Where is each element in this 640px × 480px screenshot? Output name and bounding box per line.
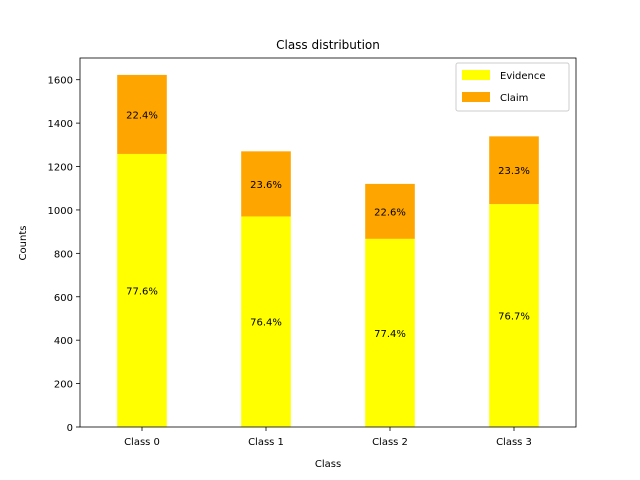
- bar-evidence-2: [365, 238, 415, 427]
- y-tick-label: 1000: [48, 206, 73, 217]
- bar-percent-label: 22.4%: [126, 110, 158, 121]
- bar-percent-label: 77.4%: [374, 329, 406, 340]
- x-tick-label: Class 2: [372, 437, 408, 448]
- y-tick-label: 400: [54, 336, 73, 347]
- bar-claim-0: [117, 74, 167, 154]
- bar-percent-label: 76.7%: [498, 312, 530, 323]
- y-tick-label: 200: [54, 380, 73, 391]
- bar-claim-1: [241, 151, 291, 217]
- bar-evidence-0: [117, 153, 167, 427]
- bar-evidence-3: [489, 204, 539, 427]
- chart-title: Class distribution: [276, 38, 380, 52]
- legend: Evidence Claim: [455, 62, 570, 112]
- bar-claim-3: [489, 136, 539, 205]
- legend-label-evidence: Evidence: [500, 71, 546, 82]
- x-tick-label: Class 1: [248, 437, 284, 448]
- x-axis-label: Class: [315, 459, 341, 470]
- plot-area: 77.6% 22.4% Class 0 76.4% 23.6% Class 1 77.4% 2…: [48, 57, 577, 448]
- x-tick-label: Class 0: [124, 437, 160, 448]
- y-tick-label: 0: [67, 423, 73, 434]
- legend-swatch-claim: [462, 92, 490, 102]
- bar-percent-label: 23.6%: [250, 180, 282, 191]
- y-tick-label: 600: [54, 293, 73, 304]
- y-tick-label: 1200: [48, 163, 73, 174]
- bar-percent-label: 77.6%: [126, 286, 158, 297]
- bar-percent-label: 22.6%: [374, 207, 406, 218]
- y-tick-label: 1400: [48, 119, 73, 130]
- legend-label-claim: Claim: [500, 93, 528, 104]
- y-tick-label: 800: [54, 249, 73, 260]
- x-tick-label: Class 3: [496, 437, 532, 448]
- axes-frame: [79, 57, 577, 428]
- y-tick-label: 1600: [48, 76, 73, 87]
- legend-swatch-evidence: [462, 70, 490, 80]
- bar-percent-label: 23.3%: [498, 166, 530, 177]
- bar-percent-label: 76.4%: [250, 318, 282, 329]
- bar-claim-2: [365, 183, 415, 239]
- bar-evidence-1: [241, 216, 291, 427]
- y-axis-label: Counts: [18, 226, 29, 261]
